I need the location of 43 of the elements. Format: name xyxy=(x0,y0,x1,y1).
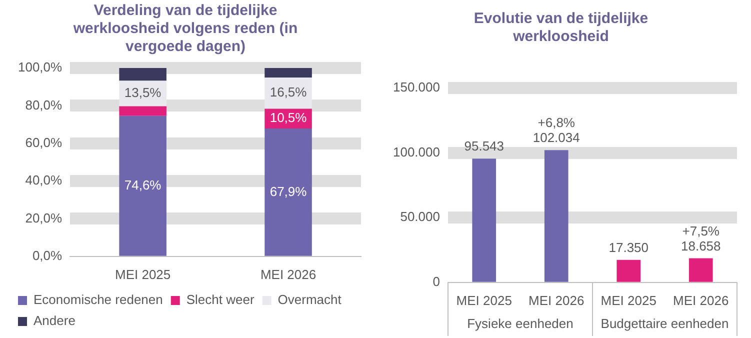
data-label: 17.350 xyxy=(608,240,649,255)
bar xyxy=(616,260,641,282)
legend-label: Andere xyxy=(34,313,76,328)
bar xyxy=(544,150,568,282)
y-tick-label: 80,0% xyxy=(25,97,63,112)
y-tick-label: 0,0% xyxy=(32,248,63,263)
y-tick-label: 40,0% xyxy=(25,172,63,188)
x-tick-label: MEI 2025 xyxy=(600,292,656,308)
bar xyxy=(472,158,496,282)
data-label: 16,5% xyxy=(270,84,308,100)
x-tick-label: MEI 2026 xyxy=(673,292,729,308)
bar xyxy=(119,68,166,81)
legend-label: Economische redenen xyxy=(34,292,163,308)
bar xyxy=(119,116,166,256)
bar xyxy=(264,128,312,256)
y-tick-label: 60,0% xyxy=(25,134,63,150)
chart-title: Verdeling van de tijdelijke werkloosheid volgens reden (in vergoede dagen) xyxy=(72,2,298,56)
data-label: 67,9% xyxy=(270,184,308,199)
text: Budgettaire eenheden xyxy=(600,316,729,332)
bar xyxy=(264,78,312,109)
x-tick-label: MEI 2026 xyxy=(528,292,584,308)
data-label: 74,6% xyxy=(124,177,162,192)
y-tick-label: 100.000 xyxy=(392,144,440,160)
data-label: +6,8% 102.034 xyxy=(532,115,580,146)
x-tick-label: MEI 2025 xyxy=(114,266,171,282)
bar xyxy=(688,258,713,282)
x-tick-label: MEI 2026 xyxy=(260,266,316,282)
chart-title: Evolutie van de tijdelijke werkloosheid xyxy=(474,10,648,46)
data-label: 95.543 xyxy=(464,138,504,154)
legend-label: Slecht weer xyxy=(186,292,255,308)
data-label: +7,5% 18.658 xyxy=(680,223,721,254)
x-tick-label: MEI 2025 xyxy=(456,292,512,308)
y-tick-label: 0 xyxy=(432,274,440,289)
y-tick-label: 100,0% xyxy=(18,60,63,75)
bar xyxy=(119,106,166,116)
y-tick-label: 20,0% xyxy=(25,210,63,226)
data-label: 13,5% xyxy=(124,85,162,100)
text: Fysieke eenheden xyxy=(467,316,574,332)
y-tick-label: 150.000 xyxy=(392,80,440,95)
legend-label: Overmacht xyxy=(278,292,342,308)
data-label: 10,5% xyxy=(270,110,308,126)
bar xyxy=(264,68,312,78)
y-tick-label: 50.000 xyxy=(400,209,440,224)
